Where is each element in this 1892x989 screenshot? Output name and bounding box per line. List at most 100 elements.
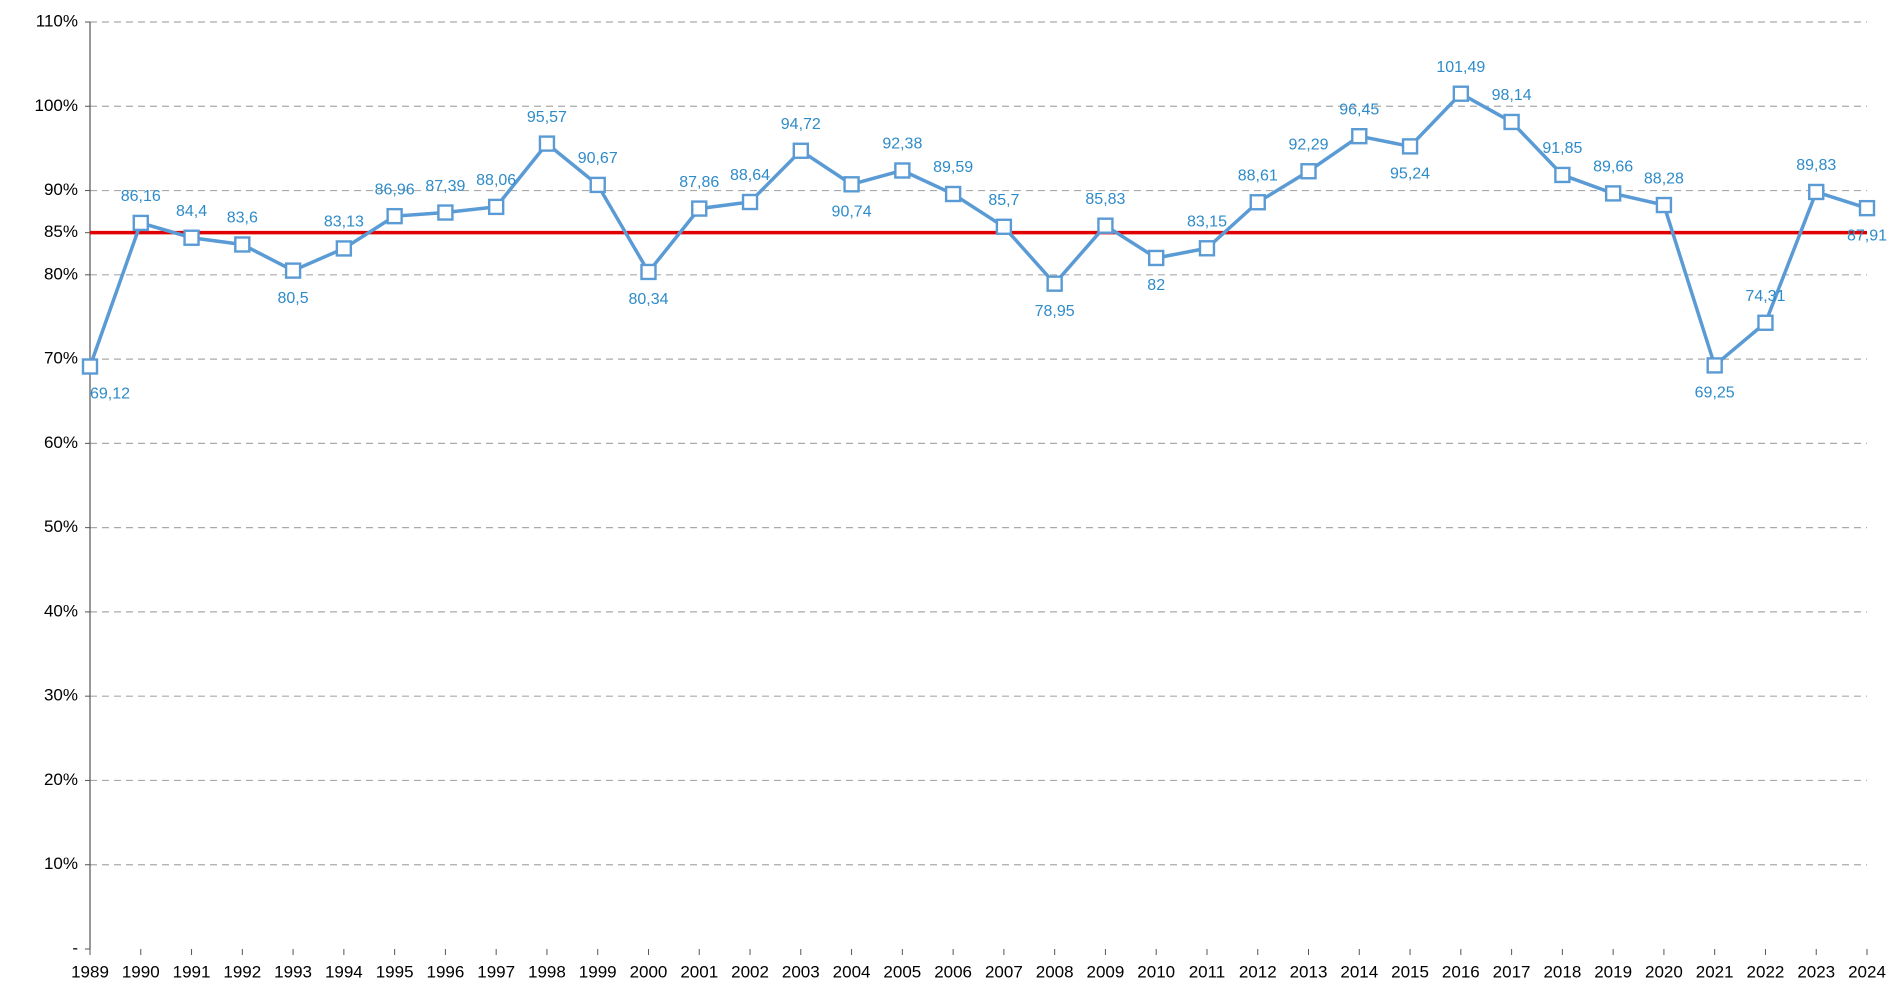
marker <box>1706 357 1723 374</box>
x-tick-label: 2023 <box>1797 962 1835 981</box>
marker <box>1147 249 1165 267</box>
x-tick-label: 1989 <box>71 962 109 981</box>
value-label: 87,91 <box>1847 227 1887 244</box>
y-tick-label: 40% <box>44 601 78 620</box>
value-label: 84,4 <box>176 203 207 220</box>
marker <box>1046 275 1063 292</box>
marker <box>944 185 962 203</box>
x-tick-label: 2000 <box>630 962 668 981</box>
x-tick-label: 2013 <box>1290 962 1328 981</box>
marker <box>995 218 1013 235</box>
y-tick-label: 30% <box>44 686 78 705</box>
value-label: 87,39 <box>425 178 465 195</box>
marker <box>1858 199 1876 217</box>
value-label: 96,45 <box>1339 101 1379 118</box>
value-label: 94,72 <box>781 116 821 133</box>
marker <box>81 358 99 375</box>
marker <box>1351 127 1368 145</box>
x-tick-label: 2024 <box>1848 962 1886 981</box>
x-tick-label: 2020 <box>1645 962 1683 981</box>
x-tick-label: 2007 <box>985 962 1023 981</box>
marker <box>1249 194 1266 211</box>
x-tick-label: 2001 <box>680 962 718 981</box>
marker <box>437 204 454 221</box>
x-tick-label: 1990 <box>122 962 160 981</box>
value-label: 88,61 <box>1238 167 1278 184</box>
x-tick-label: 2022 <box>1747 962 1785 981</box>
value-label: 86,96 <box>375 181 415 198</box>
y-tick-label: 50% <box>44 517 78 536</box>
value-label: 89,59 <box>933 159 973 176</box>
value-label: 98,14 <box>1492 87 1532 104</box>
marker <box>1604 185 1622 202</box>
value-label: 91,85 <box>1542 140 1582 157</box>
marker <box>1503 113 1520 131</box>
x-tick-label: 2004 <box>833 962 871 981</box>
x-tick-label: 1993 <box>274 962 312 981</box>
x-tick-label: 2017 <box>1493 962 1531 981</box>
x-tick-label: 2018 <box>1543 962 1581 981</box>
marker <box>284 262 302 279</box>
x-tick-label: 2010 <box>1137 962 1175 981</box>
value-label: 89,83 <box>1796 157 1836 174</box>
value-label: 69,25 <box>1695 385 1735 402</box>
marker <box>1655 196 1673 214</box>
marker <box>894 162 911 179</box>
x-tick-label: 2021 <box>1696 962 1734 981</box>
value-label: 69,12 <box>90 386 130 403</box>
x-tick-label: 2014 <box>1340 962 1378 981</box>
y-tick-label: 10% <box>44 854 78 873</box>
marker <box>1300 163 1317 180</box>
marker <box>691 200 708 217</box>
y-tick-label: 85% <box>44 222 78 241</box>
value-label: 83,13 <box>324 214 364 231</box>
value-label: 88,28 <box>1644 170 1684 187</box>
x-tick-label: 1997 <box>477 962 515 981</box>
value-label: 95,24 <box>1390 166 1430 183</box>
y-tick-label: 80% <box>44 264 78 283</box>
y-tick-label: - <box>72 938 78 957</box>
value-label: 78,95 <box>1035 303 1075 320</box>
value-label: 92,38 <box>882 136 922 153</box>
x-tick-label: 2012 <box>1239 962 1277 981</box>
marker <box>1401 138 1419 155</box>
x-tick-label: 1999 <box>579 962 617 981</box>
value-label: 87,86 <box>679 174 719 191</box>
value-label: 82 <box>1147 277 1165 294</box>
x-tick-label: 2015 <box>1391 962 1429 981</box>
value-label: 90,74 <box>832 204 872 221</box>
data-line <box>88 91 1868 369</box>
value-label: 83,6 <box>227 210 258 227</box>
marker <box>487 198 505 216</box>
x-tick-label: 2009 <box>1087 962 1125 981</box>
marker <box>1097 217 1114 234</box>
x-tick-label: 1991 <box>173 962 211 981</box>
value-label: 101,49 <box>1436 59 1485 76</box>
value-label: 80,34 <box>628 291 668 308</box>
x-tick-label: 2016 <box>1442 962 1480 981</box>
x-tick-label: 2008 <box>1036 962 1074 981</box>
value-label: 90,67 <box>578 150 618 167</box>
value-label: 95,57 <box>527 109 567 126</box>
value-label: 85,83 <box>1085 191 1125 208</box>
value-label: 83,15 <box>1187 213 1227 230</box>
marker <box>234 236 251 253</box>
y-tick-label: 60% <box>44 433 78 452</box>
x-tick-label: 1996 <box>426 962 464 981</box>
x-tick-label: 2019 <box>1594 962 1632 981</box>
marker <box>1554 166 1571 184</box>
marker <box>386 207 403 225</box>
marker <box>640 263 657 281</box>
marker <box>538 135 556 152</box>
value-label: 92,29 <box>1288 136 1328 153</box>
marker <box>741 193 759 211</box>
marker <box>183 229 200 246</box>
x-tick-label: 1992 <box>223 962 261 981</box>
x-tick-label: 2005 <box>883 962 921 981</box>
y-tick-label: 20% <box>44 770 78 789</box>
x-tick-label: 2006 <box>934 962 972 981</box>
x-tick-label: 2003 <box>782 962 820 981</box>
marker <box>589 176 606 194</box>
x-tick-label: 1998 <box>528 962 566 981</box>
value-label: 89,66 <box>1593 159 1633 176</box>
